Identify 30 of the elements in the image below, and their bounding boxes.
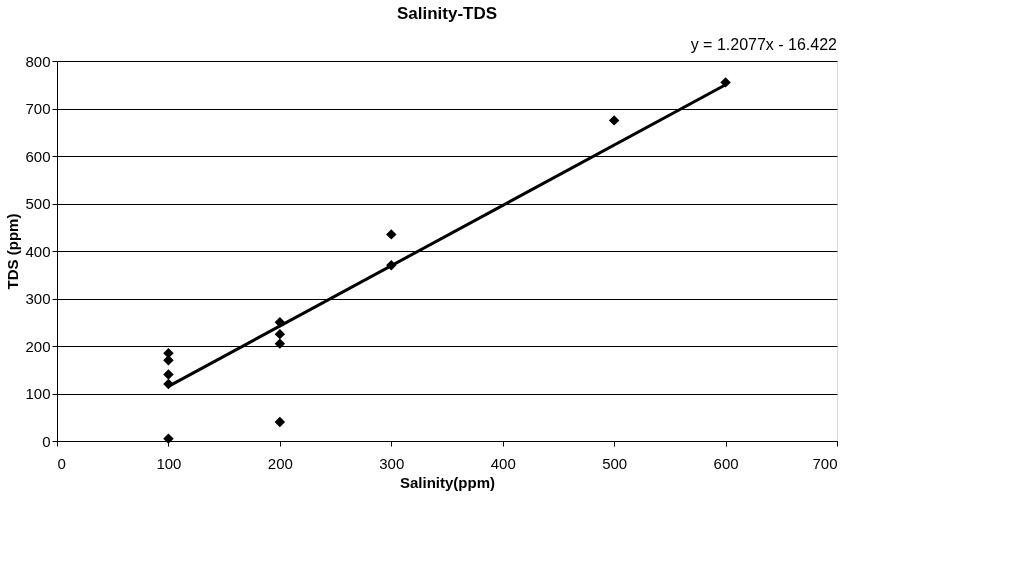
x-tick-label: 100 [156, 454, 182, 472]
point [163, 355, 174, 366]
x-tick-label: 600 [713, 454, 739, 472]
x-tick-label: 400 [490, 454, 516, 472]
text: y = 1.2077x - 16.422 [690, 36, 838, 53]
point [163, 433, 174, 444]
point [720, 77, 731, 88]
point [163, 369, 174, 380]
point [608, 115, 620, 126]
point [386, 229, 397, 240]
point [274, 338, 286, 349]
y-tick-label: 0 [42, 432, 51, 450]
x-axis-title: Salinity(ppm) [399, 473, 496, 491]
x-tick-label: 300 [379, 454, 405, 472]
x-tick-label: 200 [267, 454, 293, 472]
y-tick-label: 800 [25, 52, 51, 70]
y-tick-label: 700 [25, 100, 51, 117]
chart-title: Salinity-TDS [396, 4, 498, 23]
y-tick-label: 200 [25, 337, 51, 355]
y-tick-label: 500 [25, 195, 51, 212]
x-tick-label: 500 [602, 454, 628, 472]
y-tick-label: 300 [25, 290, 51, 307]
y-tick-label: 400 [25, 242, 51, 260]
point [274, 416, 286, 428]
y-axis-title: TDS (ppm) [4, 213, 22, 290]
x-tick-label: 0 [57, 454, 66, 472]
x-tick-label: 700 [812, 454, 838, 472]
y-tick-label: 100 [25, 385, 51, 402]
y-tick-label: 600 [25, 147, 51, 165]
point [274, 328, 286, 340]
